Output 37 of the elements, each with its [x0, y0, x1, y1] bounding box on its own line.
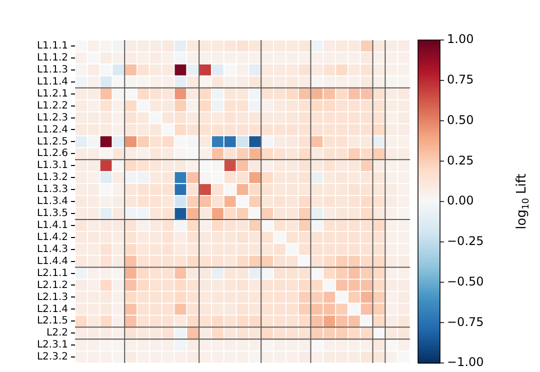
y-tick-label: L2.1.3 — [36, 292, 68, 303]
color-bar-label: 0.50 — [447, 112, 474, 127]
color-bar-label: −0.25 — [447, 234, 484, 248]
y-tick-label: L1.1.1 — [36, 40, 68, 52]
y-tick-label: L1.2.6 — [36, 148, 68, 160]
color-bar-label: 0.75 — [447, 72, 474, 86]
y-tick-label: L2.3.1 — [36, 340, 68, 351]
y-tick-label: L1.3.1 — [36, 160, 68, 172]
y-tick-label: L1.4.4 — [36, 256, 68, 267]
y-tick-label: L2.2 — [46, 328, 68, 339]
y-tick-label: L1.4.1 — [36, 220, 68, 232]
y-tick-label: L1.1.3 — [36, 64, 68, 76]
y-tick-label: L2.1.5 — [36, 316, 68, 327]
y-tick-label: L1.1.4 — [36, 76, 68, 88]
y-tick-label: L1.2.5 — [36, 136, 68, 148]
y-tick-label: L1.4.3 — [36, 244, 68, 255]
color-bar-label: 1.00 — [447, 32, 474, 46]
color-bar-label: 0.00 — [447, 194, 474, 208]
y-tick-label: L2.3.2 — [36, 352, 68, 363]
color-bar-title: log10 Lift — [514, 174, 532, 230]
y-tick-label: L1.3.4 — [36, 196, 68, 208]
color-bar-label: −0.75 — [447, 314, 484, 329]
y-tick-label: L1.4.2 — [36, 232, 68, 243]
y-tick-label: L1.2.2 — [36, 100, 68, 112]
y-tick-label: L2.1.2 — [36, 280, 68, 291]
y-tick-label: L1.3.5 — [36, 208, 68, 220]
color-bar-label: −0.50 — [447, 274, 484, 288]
color-bar-label: −1.00 — [447, 355, 484, 370]
y-tick-label: L1.2.4 — [36, 124, 68, 136]
y-tick-label: L1.3.3 — [36, 184, 68, 196]
y-tick-label: L1.2.3 — [36, 112, 68, 124]
y-tick-label: L1.3.2 — [36, 172, 68, 184]
y-tick-label: L1.1.2 — [36, 52, 68, 64]
y-tick-label: L1.2.1 — [36, 88, 68, 100]
color-bar-label: 0.25 — [447, 153, 474, 168]
y-tick-label: L2.1.4 — [36, 304, 68, 315]
y-tick-label: L2.1.1 — [36, 268, 68, 279]
